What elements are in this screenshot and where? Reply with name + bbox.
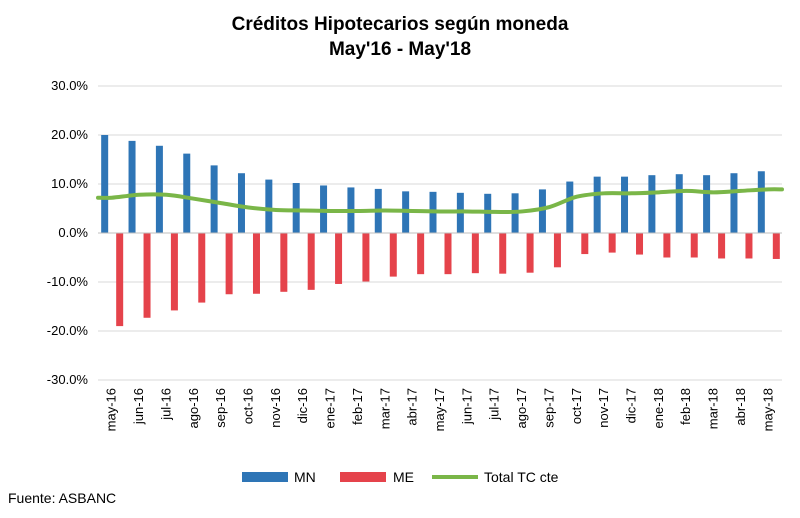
y-tick-label: 20.0% [51,127,88,142]
legend-label-total: Total TC cte [484,469,559,485]
bar-mn [538,189,546,233]
legend: MN ME Total TC cte [242,469,559,485]
bar-me [335,233,343,284]
bar-me [389,233,397,277]
bars-group [101,135,780,327]
x-tick-label: nov-17 [596,388,611,428]
bar-mn [101,135,109,233]
bar-me [444,233,452,275]
x-tick-label: abr-18 [733,388,748,426]
bar-mn [292,183,300,233]
y-tick-label: -10.0% [47,274,89,289]
bar-mn [183,153,191,233]
x-tick-label: dic-17 [624,388,639,423]
bar-me [417,233,425,275]
bar-me [772,233,780,259]
x-tick-label: nov-16 [268,388,283,428]
y-axis-labels: 30.0% 20.0% 10.0% 0.0% -10.0% -20.0% -30.0% [47,78,89,387]
y-tick-label: -30.0% [47,372,89,387]
x-tick-label: ene-17 [323,388,338,428]
x-tick-label: ene-18 [651,388,666,428]
bar-me [225,233,233,295]
bar-mn [621,176,629,233]
bar-me [526,233,534,273]
bar-me [471,233,479,274]
x-tick-label: ago-17 [514,388,529,428]
bar-mn [265,179,273,233]
bar-me [198,233,206,303]
x-tick-label: may-18 [760,388,775,431]
bar-me [745,233,753,259]
x-tick-label: mar-17 [377,388,392,429]
bar-mn [593,176,601,233]
x-tick-label: abr-17 [405,388,420,426]
y-tick-label: 10.0% [51,176,88,191]
x-axis-labels: may-16 jun-16 jul-16 ago-16 sep-16 oct-16 nov-… [104,388,776,431]
bar-me [116,233,124,327]
x-tick-label: oct-17 [569,388,584,424]
bar-mn [128,140,136,233]
bar-me [718,233,726,259]
bar-me [553,233,561,268]
x-tick-label: ago-16 [186,388,201,428]
line-series-group [96,187,784,214]
x-tick-label: jul-16 [158,388,173,421]
bar-me [499,233,507,274]
legend-swatch-me [340,472,386,482]
bar-mn [648,175,656,233]
bar-me [608,233,616,253]
x-tick-label: sep-17 [541,388,556,428]
x-tick-label: mar-18 [706,388,721,429]
bar-mn [237,173,245,233]
legend-label-me: ME [393,469,414,485]
bar-mn [155,145,163,233]
x-tick-label: feb-18 [678,388,693,425]
bar-me [362,233,370,282]
x-tick-label: feb-17 [350,388,365,425]
bar-mn [703,175,711,233]
x-tick-label: jul-17 [487,388,502,421]
bar-me [280,233,288,292]
legend-label-mn: MN [294,469,316,485]
x-tick-label: dic-16 [295,388,310,423]
bar-mn [210,165,218,233]
bar-me [307,233,315,290]
bar-me [690,233,698,258]
x-tick-label: jun-16 [131,388,146,425]
y-tick-label: 0.0% [58,225,88,240]
x-tick-label: may-16 [104,388,119,431]
bar-mn [757,171,765,233]
source-note: Fuente: ASBANC [8,490,117,506]
bar-me [143,233,151,318]
bar-mn [730,173,738,233]
x-tick-label: oct-16 [240,388,255,424]
x-tick-label: sep-16 [213,388,228,428]
bar-me [252,233,260,294]
y-tick-label: 30.0% [51,78,88,93]
bar-mn [566,181,574,233]
bar-me [170,233,178,311]
chart-title: Créditos Hipotecarios según moneda [231,14,569,35]
chart-title-block: Créditos Hipotecarios según moneda May'1… [0,12,800,62]
bar-me [636,233,644,255]
bar-me [581,233,589,255]
bar-me [663,233,671,258]
bar-mn [675,174,683,233]
x-tick-label: jun-17 [459,388,474,425]
line-total-tc-cte [96,187,784,214]
x-tick-label: may-17 [432,388,447,431]
chart-subtitle: May'16 - May'18 [328,39,472,60]
y-tick-label: -20.0% [47,323,89,338]
legend-swatch-mn [242,472,288,482]
